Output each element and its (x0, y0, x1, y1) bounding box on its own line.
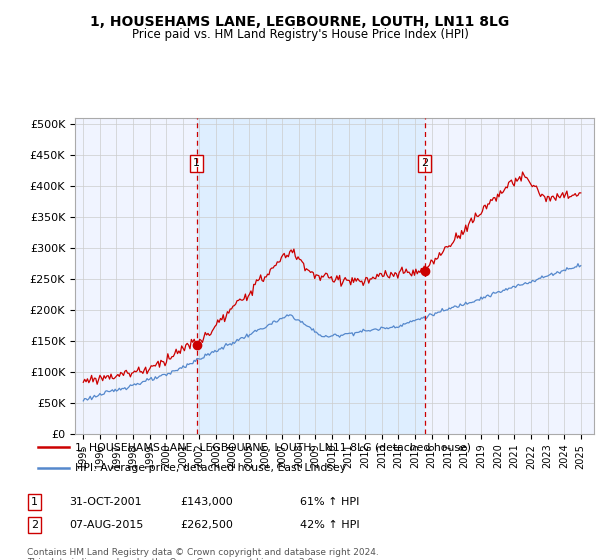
Text: Contains HM Land Registry data © Crown copyright and database right 2024.
This d: Contains HM Land Registry data © Crown c… (27, 548, 379, 560)
Text: 2: 2 (421, 158, 428, 169)
Text: 1: 1 (193, 158, 200, 169)
Text: Price paid vs. HM Land Registry's House Price Index (HPI): Price paid vs. HM Land Registry's House … (131, 28, 469, 41)
Text: 1, HOUSEHAMS LANE, LEGBOURNE, LOUTH, LN11 8LG: 1, HOUSEHAMS LANE, LEGBOURNE, LOUTH, LN1… (91, 15, 509, 29)
Text: 1, HOUSEHAMS LANE, LEGBOURNE, LOUTH, LN11 8LG (detached house): 1, HOUSEHAMS LANE, LEGBOURNE, LOUTH, LN1… (74, 443, 470, 452)
Text: 31-OCT-2001: 31-OCT-2001 (69, 497, 142, 507)
Text: 42% ↑ HPI: 42% ↑ HPI (300, 520, 359, 530)
Text: £143,000: £143,000 (180, 497, 233, 507)
Text: 1: 1 (31, 497, 38, 507)
Text: 07-AUG-2015: 07-AUG-2015 (69, 520, 143, 530)
Bar (197, 118, 425, 434)
Text: 61% ↑ HPI: 61% ↑ HPI (300, 497, 359, 507)
Text: 2: 2 (31, 520, 38, 530)
Text: HPI: Average price, detached house, East Lindsey: HPI: Average price, detached house, East… (74, 463, 346, 473)
Text: £262,500: £262,500 (180, 520, 233, 530)
